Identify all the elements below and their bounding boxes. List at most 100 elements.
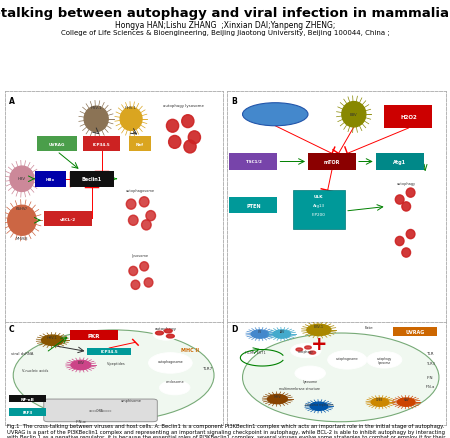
Circle shape: [140, 197, 149, 208]
Text: autophagosome: autophagosome: [336, 356, 359, 360]
Circle shape: [41, 336, 63, 346]
Circle shape: [10, 167, 34, 192]
FancyBboxPatch shape: [230, 154, 278, 170]
FancyBboxPatch shape: [44, 212, 92, 226]
Text: TLR7: TLR7: [202, 366, 212, 370]
Text: B: B: [232, 96, 237, 106]
Circle shape: [310, 402, 328, 410]
Text: HSV-1: HSV-1: [90, 106, 102, 110]
Text: PKR: PKR: [88, 333, 100, 338]
Circle shape: [402, 248, 410, 258]
Circle shape: [116, 186, 164, 237]
Text: UVRAG: UVRAG: [49, 142, 65, 146]
Text: IFN-α: IFN-α: [76, 419, 86, 423]
Text: C: C: [9, 324, 14, 333]
Circle shape: [305, 346, 311, 349]
Text: EBV: EBV: [350, 113, 358, 117]
Circle shape: [296, 348, 302, 351]
Ellipse shape: [243, 333, 439, 422]
Text: lysosome: lysosome: [131, 253, 149, 257]
Circle shape: [402, 202, 410, 212]
Text: autophagy lysosome: autophagy lysosome: [163, 103, 204, 107]
Text: autophagosome: autophagosome: [125, 188, 154, 193]
Text: TLR: TLR: [427, 351, 434, 355]
Circle shape: [159, 381, 190, 395]
Text: Cross-talking between autophagy and viral infection in mammalian cells: Cross-talking between autophagy and vira…: [0, 7, 450, 20]
Text: autophagy: autophagy: [298, 349, 314, 353]
Text: IAV: IAV: [279, 330, 284, 334]
FancyBboxPatch shape: [376, 154, 424, 170]
Text: autophagy: autophagy: [377, 356, 392, 360]
Text: mTOR: mTOR: [324, 159, 340, 165]
Text: ULK: ULK: [314, 194, 324, 198]
Text: Atg1: Atg1: [393, 159, 406, 165]
Circle shape: [273, 330, 291, 339]
Text: MHV68: MHV68: [16, 237, 28, 241]
Text: PTEN: PTEN: [246, 203, 261, 208]
Text: Beclin1: Beclin1: [82, 177, 102, 182]
Text: IRF3: IRF3: [22, 410, 32, 414]
Text: Nef: Nef: [136, 142, 144, 146]
Circle shape: [387, 175, 426, 216]
Circle shape: [162, 110, 205, 156]
Circle shape: [169, 136, 181, 149]
FancyBboxPatch shape: [87, 348, 131, 355]
Circle shape: [291, 343, 321, 358]
FancyBboxPatch shape: [44, 399, 158, 422]
Text: IIV: IIV: [258, 330, 262, 334]
Circle shape: [371, 398, 389, 406]
Circle shape: [129, 267, 138, 276]
Circle shape: [71, 360, 91, 370]
Text: V-nucleic acids: V-nucleic acids: [22, 368, 48, 372]
Circle shape: [166, 335, 174, 338]
Text: H2O2: H2O2: [400, 115, 417, 120]
Text: Fig.1  The cross-talking between viruses and host cells. A: Beclin1 is a compone: Fig.1 The cross-talking between viruses …: [7, 423, 448, 438]
Circle shape: [148, 353, 192, 373]
FancyBboxPatch shape: [83, 137, 120, 152]
Text: D: D: [232, 324, 238, 333]
Text: IFN: IFN: [427, 375, 433, 379]
Circle shape: [128, 215, 138, 226]
FancyBboxPatch shape: [70, 330, 118, 340]
FancyBboxPatch shape: [9, 395, 46, 402]
Text: TSC1/2: TSC1/2: [246, 160, 261, 164]
Circle shape: [144, 278, 153, 287]
FancyBboxPatch shape: [129, 137, 151, 152]
Circle shape: [184, 141, 196, 154]
Circle shape: [153, 328, 179, 340]
FancyBboxPatch shape: [230, 198, 278, 214]
Text: UVRAG: UVRAG: [405, 329, 424, 334]
Text: NF-κB: NF-κB: [21, 397, 34, 401]
Circle shape: [131, 281, 140, 290]
Text: viral dsRNA: viral dsRNA: [11, 351, 33, 355]
FancyBboxPatch shape: [35, 171, 66, 187]
Text: HBV: HBV: [18, 177, 26, 181]
Circle shape: [156, 332, 163, 335]
Text: +: +: [310, 334, 327, 353]
Text: Fate: Fate: [365, 325, 374, 329]
Text: V-peptides: V-peptides: [107, 361, 126, 365]
Circle shape: [166, 120, 179, 133]
Text: MHV: MHV: [274, 394, 281, 398]
Text: CVB3: CVB3: [376, 398, 384, 402]
FancyBboxPatch shape: [293, 191, 345, 230]
Circle shape: [120, 399, 151, 413]
Text: ICP34.5: ICP34.5: [100, 350, 118, 353]
Text: HAV: HAV: [403, 398, 409, 402]
Circle shape: [84, 107, 108, 132]
FancyBboxPatch shape: [37, 137, 76, 152]
Circle shape: [307, 325, 331, 336]
FancyBboxPatch shape: [393, 327, 437, 336]
Text: ====DNA====: ====DNA====: [89, 409, 112, 413]
Text: lysosome: lysosome: [378, 360, 391, 364]
Text: lysosome: lysosome: [302, 380, 318, 384]
Text: multimembrane structure: multimembrane structure: [279, 386, 320, 390]
Circle shape: [342, 102, 366, 127]
Text: HBx: HBx: [46, 177, 55, 181]
Text: MHC II: MHC II: [181, 348, 199, 353]
Text: poliovirus replication: poliovirus replication: [305, 402, 333, 406]
Circle shape: [395, 195, 404, 205]
Circle shape: [328, 351, 367, 369]
Circle shape: [164, 329, 172, 333]
Text: HCMV EV71: HCMV EV71: [245, 350, 266, 354]
